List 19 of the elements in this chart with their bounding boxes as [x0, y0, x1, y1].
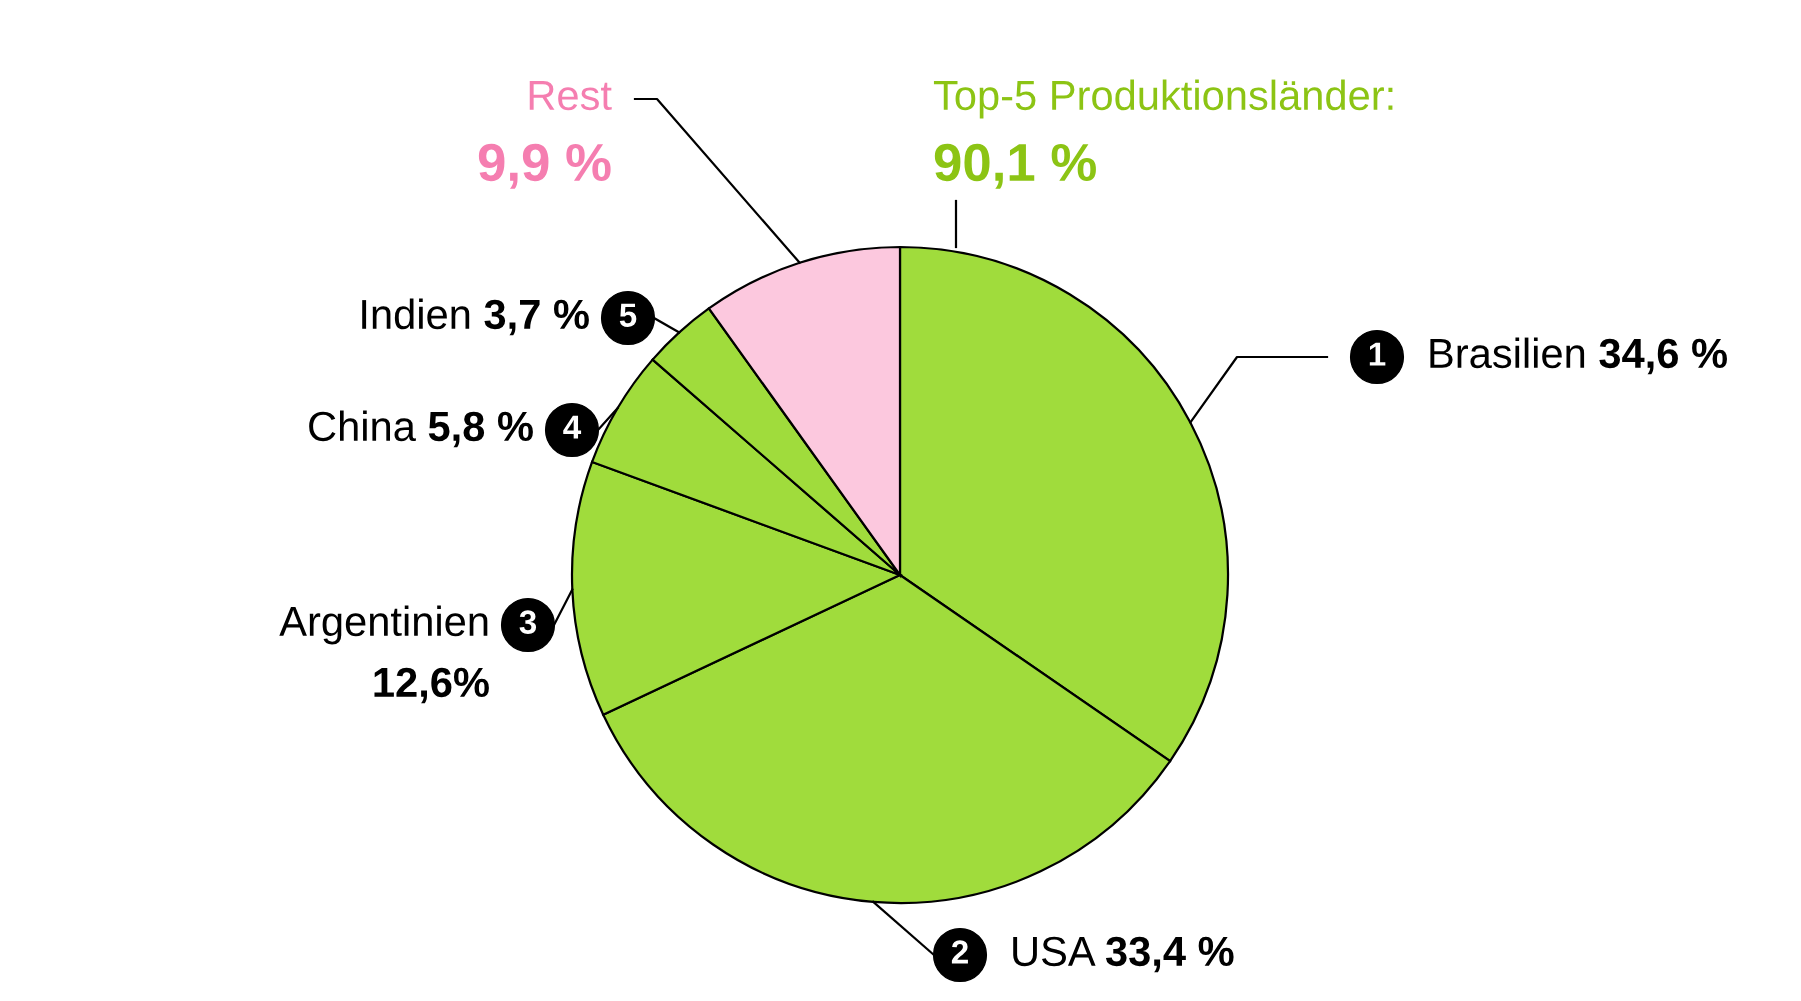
data-label: 3,7 % — [484, 299, 589, 336]
data-label: 33,4 % — [1105, 936, 1234, 973]
data-label: 9,9 % — [478, 143, 611, 189]
legend-label: USA — [1013, 936, 1096, 967]
slice-label: Argentinien — [279, 605, 488, 645]
text: 5 — [619, 303, 637, 327]
text: 1 — [1369, 342, 1386, 366]
text: 4 — [563, 415, 582, 439]
text: 2 — [951, 940, 968, 964]
data-label: 12,6% — [374, 667, 489, 704]
data-label: 5,8 % — [428, 411, 533, 448]
slice-label: Brasilien — [1430, 337, 1585, 369]
text: Top-5 Produktionsländer: — [933, 79, 1393, 119]
text: 3 — [519, 610, 537, 634]
slice-label: China — [309, 410, 416, 442]
slice-label: Indien — [362, 298, 470, 330]
slice-label: Rest — [529, 81, 612, 111]
text: 90,1 % — [934, 143, 1096, 189]
data-label: 34,6 % — [1599, 338, 1727, 375]
